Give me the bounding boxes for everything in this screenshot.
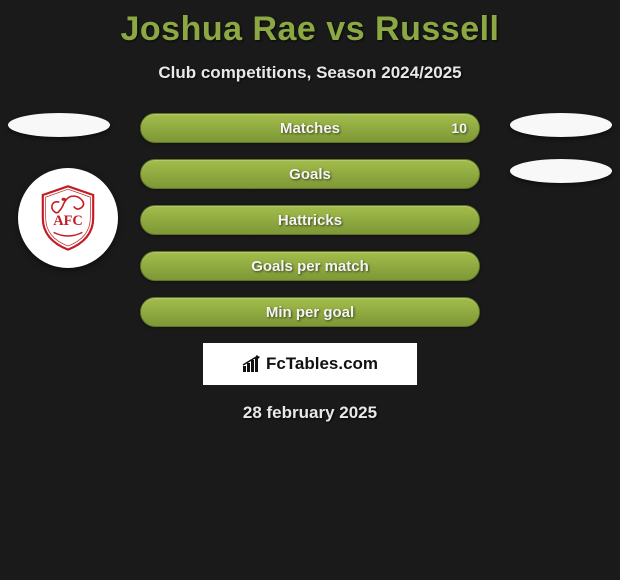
stat-pill-mpg: Min per goal: [140, 297, 480, 327]
left-value-ellipse: [8, 113, 110, 137]
brand-inner: FcTables.com: [242, 354, 378, 374]
brand-box[interactable]: FcTables.com: [203, 343, 417, 385]
bar-chart-icon: [242, 355, 262, 373]
brand-text: FcTables.com: [266, 354, 378, 374]
stat-pill-goals: Goals: [140, 159, 480, 189]
stats-area: Matches 10 Goals AFC Hattricks Goals per…: [0, 113, 620, 327]
right-value-ellipse: [510, 159, 612, 183]
stat-row-matches: Matches 10: [0, 113, 620, 143]
stat-label: Matches: [280, 120, 340, 137]
page-title: Joshua Rae vs Russell: [0, 0, 620, 49]
stat-label: Goals per match: [251, 258, 369, 275]
stat-label: Hattricks: [278, 212, 342, 229]
stat-pill-gpm: Goals per match: [140, 251, 480, 281]
right-value-ellipse: [510, 113, 612, 137]
subtitle: Club competitions, Season 2024/2025: [0, 63, 620, 83]
stat-row-min-per-goal: Min per goal: [0, 297, 620, 327]
stat-label: Min per goal: [266, 304, 354, 321]
date-line: 28 february 2025: [0, 403, 620, 423]
stat-value-right: 10: [451, 120, 467, 136]
stat-pill-matches: Matches 10: [140, 113, 480, 143]
stat-pill-hattricks: Hattricks: [140, 205, 480, 235]
stat-row-goals-per-match: Goals per match: [0, 251, 620, 281]
stat-label: Goals: [289, 166, 331, 183]
stat-row-hattricks: Hattricks: [0, 205, 620, 235]
